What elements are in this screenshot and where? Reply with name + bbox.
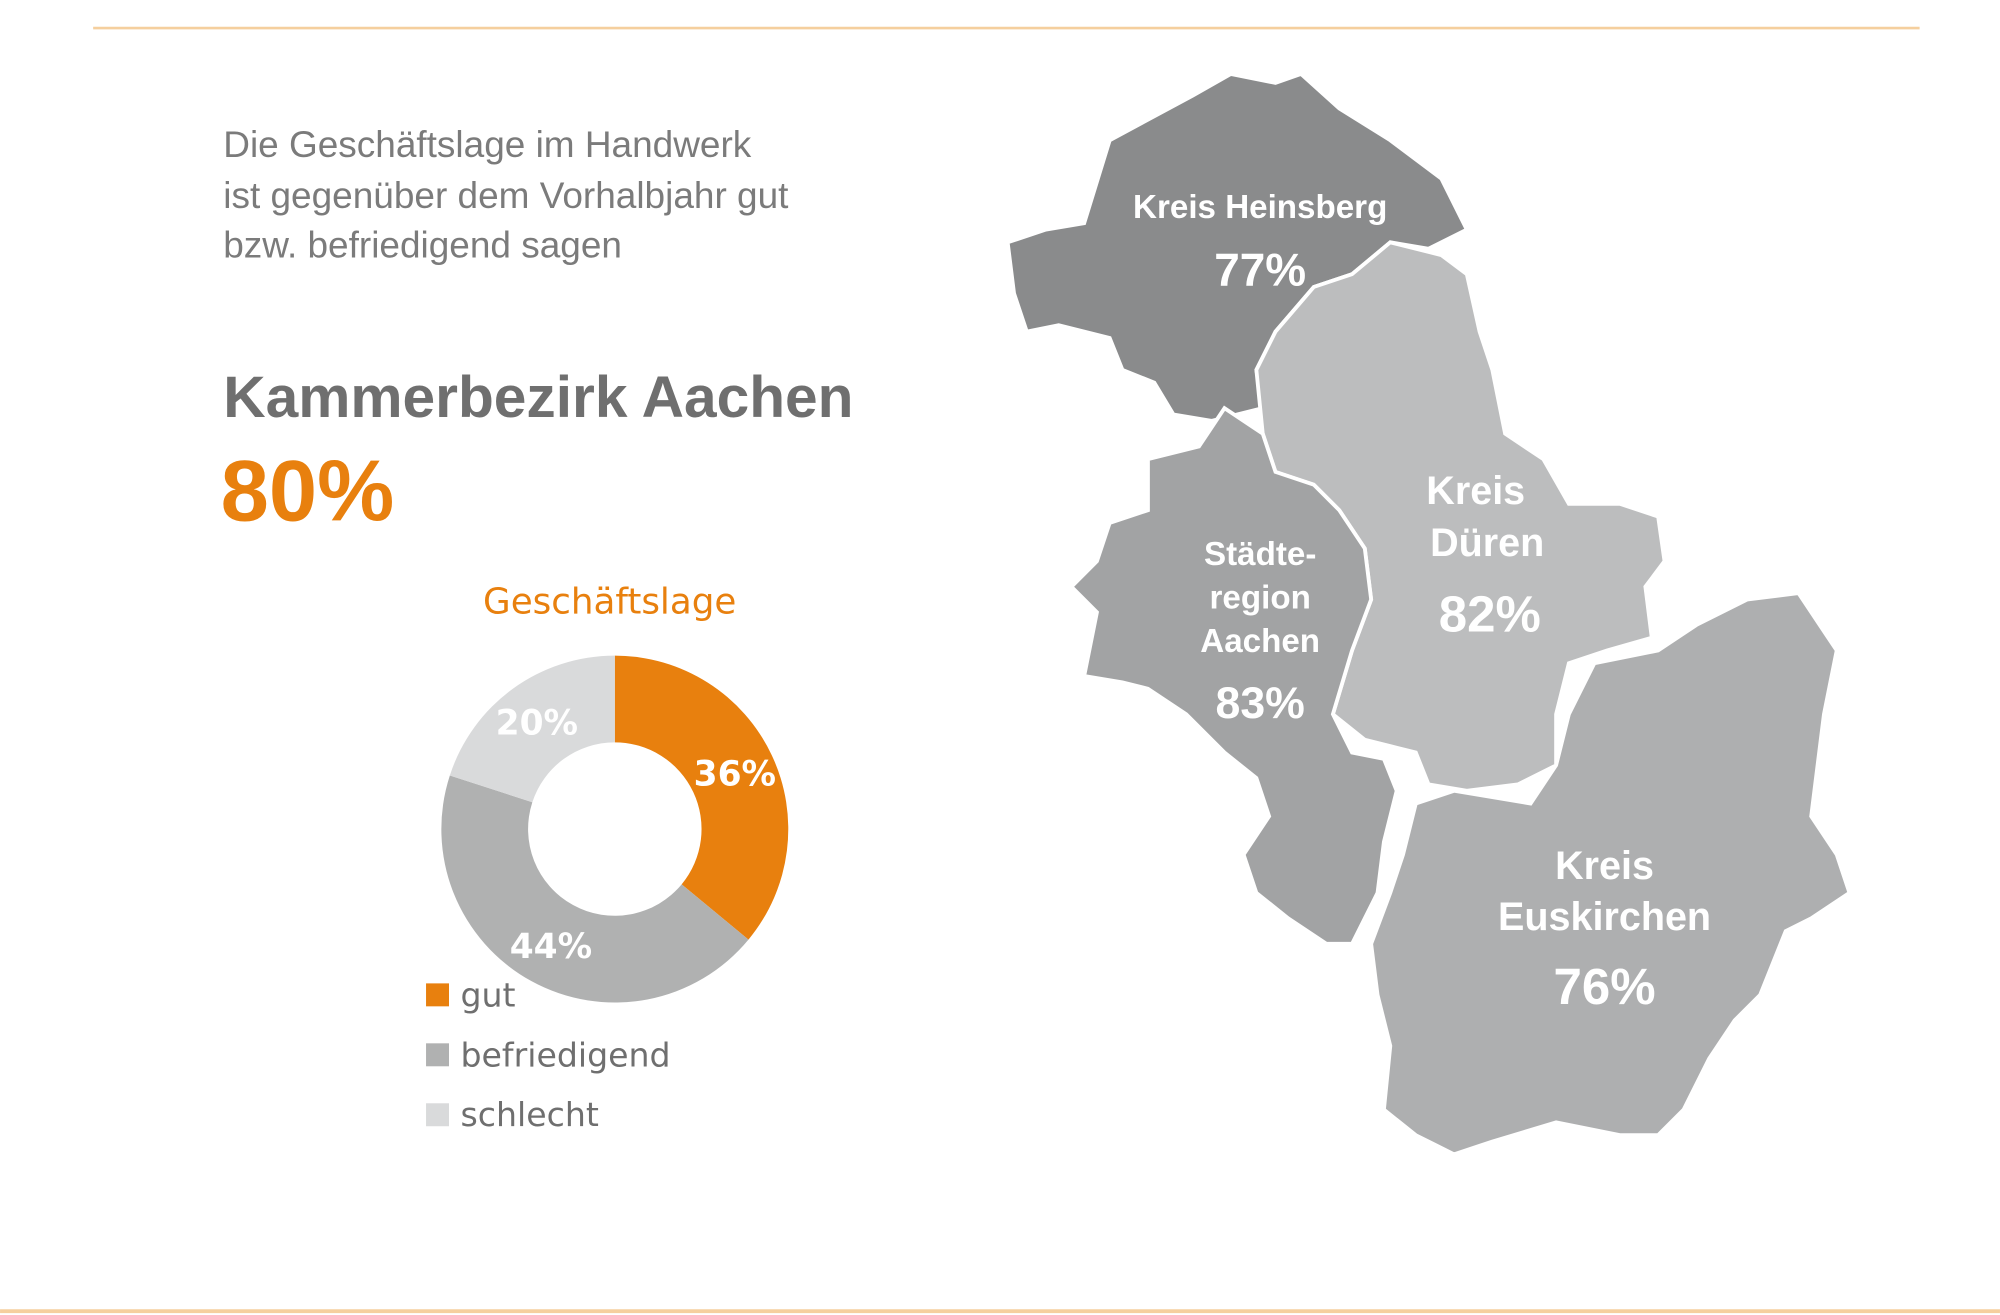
donut-slice	[449, 655, 615, 803]
headline-value: 80%	[221, 442, 395, 539]
slice-label: 20%	[496, 703, 578, 743]
donut-slice	[614, 655, 789, 940]
region-value: 82%	[1439, 585, 1541, 642]
donut-slice	[441, 775, 749, 1003]
region-value: 76%	[1554, 958, 1656, 1015]
legend-swatch	[426, 983, 450, 1007]
region-name: region	[1210, 579, 1311, 616]
slice-label: 36%	[694, 754, 776, 794]
legend-swatch	[426, 1043, 450, 1067]
region-value: 83%	[1216, 679, 1305, 728]
region-staedteregion	[1068, 405, 1399, 946]
region-name: Städte-	[1204, 536, 1316, 573]
donut-chart: 36% 44% 20% gut befriedigend schlecht	[426, 655, 789, 1134]
region-name: Düren	[1430, 521, 1544, 565]
region-name: Kreis	[1426, 469, 1525, 513]
legend-swatch	[426, 1103, 450, 1127]
region-name: Aachen	[1200, 623, 1320, 660]
region-name: Kreis Heinsberg	[1133, 189, 1387, 226]
region-euskirchen	[1369, 591, 1852, 1157]
region-name: Kreis	[1555, 844, 1654, 888]
headline-title: Kammerbezirk Aachen	[223, 365, 853, 430]
intro-line: bzw. befriedigend sagen	[223, 225, 622, 266]
chart-title: Geschäftslage	[483, 581, 736, 622]
legend-label: gut	[460, 975, 515, 1014]
slice-label: 44%	[510, 927, 592, 967]
map: Kreis Heinsberg 77% Kreis Düren 82% Städ…	[1005, 71, 1852, 1157]
region-name: Euskirchen	[1498, 895, 1711, 939]
intro-line: ist gegenüber dem Vorhalbjahr gut	[223, 175, 788, 216]
legend-label: befriedigend	[460, 1035, 670, 1074]
region-value: 77%	[1214, 244, 1306, 296]
intro-line: Die Geschäftslage im Handwerk	[223, 124, 752, 165]
legend-label: schlecht	[460, 1095, 598, 1134]
